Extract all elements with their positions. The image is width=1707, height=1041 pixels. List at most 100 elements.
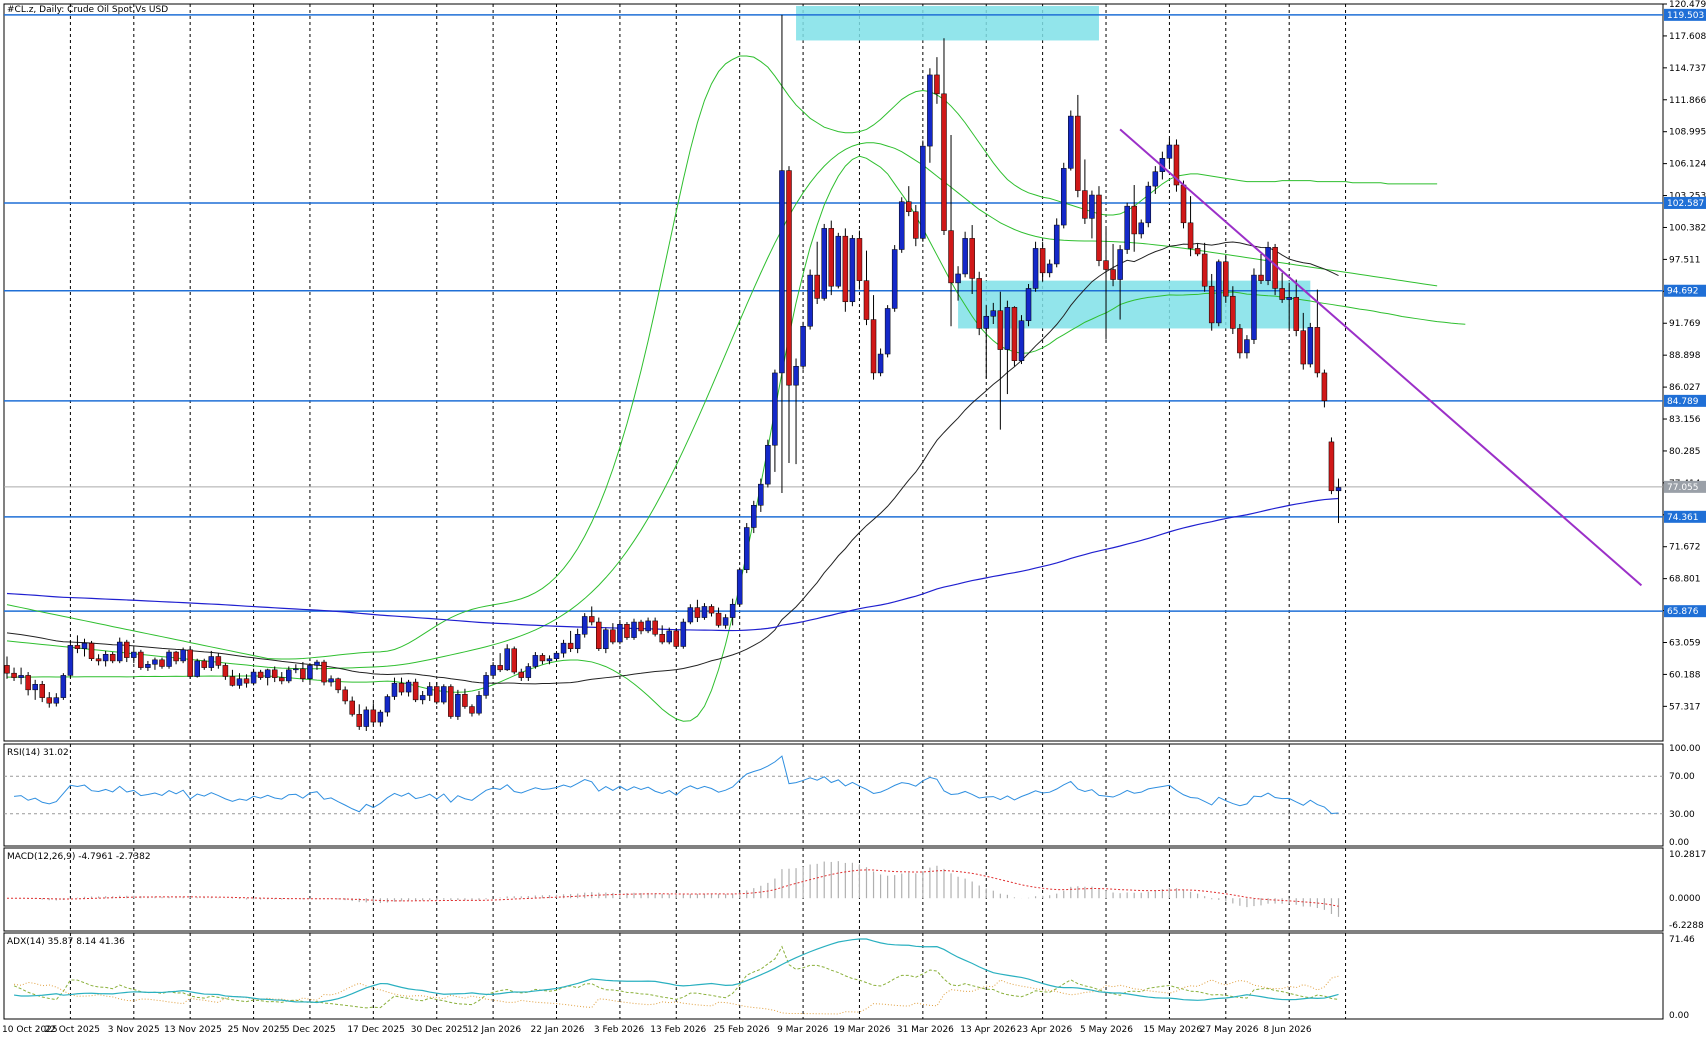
candle-body (990, 310, 997, 317)
rsi-panel: 100.00 70.00 30.00 0.00 (4, 744, 1701, 848)
candle-body (60, 675, 67, 698)
bull-candle (751, 500, 757, 534)
bull-candle (476, 690, 482, 716)
bull-candle (208, 650, 215, 671)
bull-candle (145, 660, 151, 671)
bear-candle (588, 606, 595, 626)
level-price-tag: 119.503 (1664, 8, 1706, 21)
bear-candle (814, 241, 820, 304)
bear-candle (1180, 180, 1187, 229)
bull-candle (67, 640, 74, 678)
candle-body (116, 641, 123, 662)
bollinger-lower-line (7, 155, 1466, 722)
candle-body (1335, 487, 1342, 492)
macd-tick-label: 0.0000 (1669, 894, 1701, 904)
candle-body (307, 665, 313, 679)
date-tick-label: 15 May 2026 (1143, 1025, 1202, 1035)
bear-candle (539, 653, 546, 665)
bear-candle (856, 230, 863, 290)
rsi-tick-label: 30.00 (1669, 810, 1695, 820)
bollinger-upper-line (6, 55, 1438, 660)
bull-candle (532, 652, 539, 669)
candle-body (941, 93, 947, 231)
bull-candle (680, 618, 687, 649)
bull-candle (891, 245, 898, 312)
candle-body (67, 645, 74, 676)
candle-body (250, 671, 257, 684)
bull-candle (898, 197, 905, 253)
bear-candle (1293, 279, 1299, 337)
price-tick-label: 117.608 (1669, 32, 1706, 42)
candle-body (222, 665, 229, 677)
bull-candle (455, 689, 461, 720)
candle-body (229, 676, 236, 686)
level-price-tag: 74.361 (1664, 510, 1706, 523)
candle-body (539, 655, 546, 662)
grid-lines (69, 4, 1347, 1019)
candle-body (807, 274, 813, 327)
bear-candle (659, 625, 665, 645)
candle-body (765, 444, 771, 485)
level-tag-label: 84.789 (1667, 397, 1699, 407)
bear-candle (976, 271, 982, 336)
bull-candle (236, 673, 243, 689)
bull-candle (1124, 202, 1130, 254)
bear-candle (124, 639, 130, 663)
bear-candle (1011, 306, 1018, 367)
bear-candle (596, 617, 602, 651)
candle-body (145, 664, 151, 668)
candle-body (490, 665, 496, 676)
candle-body (751, 505, 757, 528)
candle-body (180, 649, 186, 662)
bull-candle (1335, 478, 1342, 524)
bull-candle (877, 348, 884, 377)
candle-body (1265, 247, 1271, 281)
candle-body (511, 648, 517, 673)
candle-body (680, 621, 687, 647)
candle-body (1053, 224, 1060, 265)
level-tag-box (1664, 284, 1706, 297)
bull-candle (617, 619, 623, 645)
candle-body (412, 681, 419, 701)
bear-candle (708, 604, 715, 617)
candle-body (1117, 249, 1123, 280)
date-tick-label: 13 Feb 2026 (650, 1025, 706, 1035)
candle-body (906, 201, 912, 212)
date-tick-label: 19 Mar 2026 (833, 1025, 890, 1035)
candle-body (441, 686, 447, 703)
price-zone (796, 5, 1099, 41)
candle-body (814, 274, 820, 299)
bear-candle (1075, 94, 1081, 198)
bear-candle (1300, 312, 1307, 370)
candle-body (687, 607, 694, 623)
candle-body (1075, 115, 1081, 191)
bear-candle (243, 674, 250, 688)
candle-body (666, 630, 672, 643)
bear-candle (271, 666, 278, 683)
bear-candle (321, 659, 327, 686)
bull-candle (920, 140, 926, 242)
bear-candle (1194, 243, 1201, 257)
rsi-tick-label: 0.00 (1669, 838, 1689, 848)
bear-candle (842, 228, 849, 312)
candle-body (286, 669, 292, 682)
candle-body (208, 656, 215, 668)
bull-candle (631, 618, 637, 640)
candle-body (215, 656, 222, 666)
bear-candle (4, 656, 10, 679)
candle-body (708, 606, 715, 614)
bull-candle (701, 603, 708, 620)
bear-candle (497, 653, 503, 673)
date-tick-label: 22 Jan 2026 (531, 1025, 585, 1035)
candle-body (913, 211, 919, 239)
candle-body (243, 678, 250, 684)
candle-body (39, 684, 45, 698)
candle-body (1138, 222, 1144, 235)
candle-body (884, 308, 891, 355)
candle-body (448, 686, 454, 717)
bull-candle (525, 663, 532, 681)
current-price-tag: 77.055 (1664, 480, 1706, 493)
level-price-tag: 94.692 (1664, 284, 1706, 297)
bear-candle (11, 667, 17, 681)
